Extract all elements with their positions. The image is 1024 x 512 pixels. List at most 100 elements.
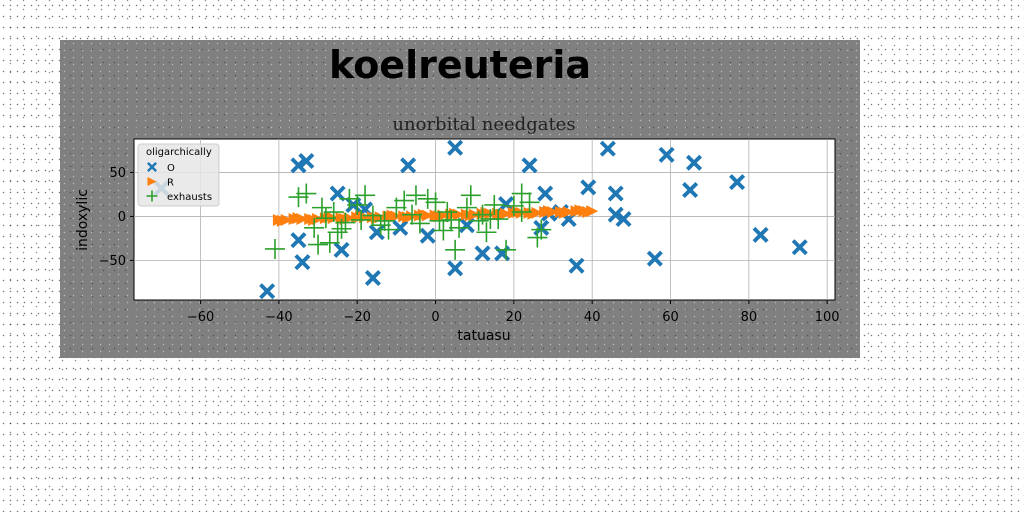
data-point bbox=[658, 146, 675, 163]
data-point bbox=[308, 234, 329, 255]
data-point bbox=[417, 208, 430, 221]
data-point bbox=[364, 270, 381, 287]
series-layer bbox=[153, 139, 808, 300]
data-point bbox=[378, 219, 399, 240]
data-point bbox=[394, 190, 415, 211]
x-tick-label: 100 bbox=[815, 310, 840, 325]
data-point bbox=[476, 222, 497, 243]
data-point bbox=[362, 205, 383, 226]
x-tick-label: −60 bbox=[187, 310, 214, 325]
data-point bbox=[449, 217, 470, 238]
chart-title: unorbital needgates bbox=[392, 114, 575, 135]
legend-title: oligarchically bbox=[146, 147, 212, 158]
data-point bbox=[574, 204, 587, 217]
legend-entry-label: R bbox=[167, 178, 174, 189]
data-point bbox=[259, 283, 276, 300]
data-point bbox=[484, 194, 505, 215]
x-tick-label: −40 bbox=[265, 310, 292, 325]
y-axis-label: indoxylic bbox=[75, 189, 91, 251]
data-point bbox=[276, 214, 289, 227]
data-point bbox=[447, 260, 464, 277]
data-point bbox=[298, 152, 315, 169]
legend-marker bbox=[147, 162, 157, 172]
legend-entry-label: O bbox=[167, 163, 175, 174]
data-point bbox=[582, 206, 595, 219]
data-point bbox=[370, 215, 391, 236]
data-point bbox=[296, 183, 317, 204]
data-point bbox=[347, 194, 368, 215]
data-point bbox=[405, 185, 426, 206]
data-point bbox=[304, 217, 325, 238]
data-point bbox=[568, 257, 585, 274]
x-tick-label: 20 bbox=[506, 310, 523, 325]
data-point bbox=[599, 140, 616, 157]
data-point bbox=[402, 204, 423, 225]
data-point bbox=[333, 241, 350, 258]
x-tick-label: 60 bbox=[662, 310, 679, 325]
data-point bbox=[264, 238, 285, 259]
x-tick-label: −20 bbox=[344, 310, 371, 325]
data-point bbox=[386, 209, 399, 222]
data-point bbox=[456, 197, 477, 218]
data-point bbox=[791, 239, 808, 256]
data-point bbox=[521, 157, 538, 174]
data-point bbox=[292, 212, 305, 225]
data-point bbox=[311, 197, 332, 218]
data-point bbox=[686, 154, 703, 171]
data-point bbox=[474, 245, 491, 262]
data-point bbox=[429, 210, 450, 231]
data-point bbox=[646, 250, 663, 267]
data-point bbox=[419, 227, 436, 244]
data-point bbox=[447, 139, 464, 156]
data-point bbox=[537, 185, 554, 202]
data-point bbox=[511, 183, 532, 204]
data-point bbox=[392, 219, 409, 236]
data-point bbox=[409, 213, 430, 234]
data-point bbox=[464, 209, 477, 222]
data-point bbox=[527, 207, 540, 220]
data-point bbox=[319, 232, 340, 253]
data-point bbox=[729, 174, 746, 191]
data-point bbox=[329, 185, 346, 202]
chart-suptitle: koelreuteria bbox=[329, 43, 591, 87]
data-point bbox=[682, 182, 699, 199]
data-point bbox=[543, 205, 556, 218]
legend-marker bbox=[147, 177, 157, 186]
y-tick-label: 0 bbox=[118, 210, 126, 225]
data-point bbox=[425, 192, 446, 213]
y-tick-label: −50 bbox=[99, 254, 126, 269]
data-point bbox=[288, 187, 309, 208]
data-point bbox=[400, 157, 417, 174]
data-point bbox=[323, 211, 336, 224]
data-point bbox=[480, 206, 493, 219]
data-point bbox=[488, 209, 509, 230]
data-point bbox=[437, 202, 458, 223]
data-point bbox=[445, 239, 466, 260]
data-point bbox=[441, 209, 462, 230]
series-exhausts bbox=[264, 183, 552, 260]
x-axis-label: tatuasu bbox=[457, 328, 510, 344]
data-point bbox=[351, 209, 372, 230]
data-point bbox=[511, 202, 532, 223]
data-point bbox=[527, 227, 548, 248]
data-point bbox=[294, 254, 311, 271]
data-point bbox=[355, 185, 376, 206]
data-point bbox=[472, 204, 493, 225]
data-point bbox=[331, 218, 352, 239]
data-point bbox=[290, 232, 307, 249]
data-point bbox=[290, 157, 307, 174]
data-point bbox=[607, 185, 624, 202]
data-point bbox=[449, 207, 462, 220]
data-point bbox=[558, 206, 571, 219]
data-point bbox=[607, 206, 624, 223]
data-point bbox=[580, 179, 597, 196]
y-tick-label: 50 bbox=[109, 166, 126, 181]
data-point bbox=[496, 208, 509, 221]
data-point bbox=[327, 222, 348, 243]
data-point bbox=[460, 185, 481, 206]
legend-entry-label: exhausts bbox=[167, 192, 212, 203]
data-point bbox=[752, 226, 769, 243]
